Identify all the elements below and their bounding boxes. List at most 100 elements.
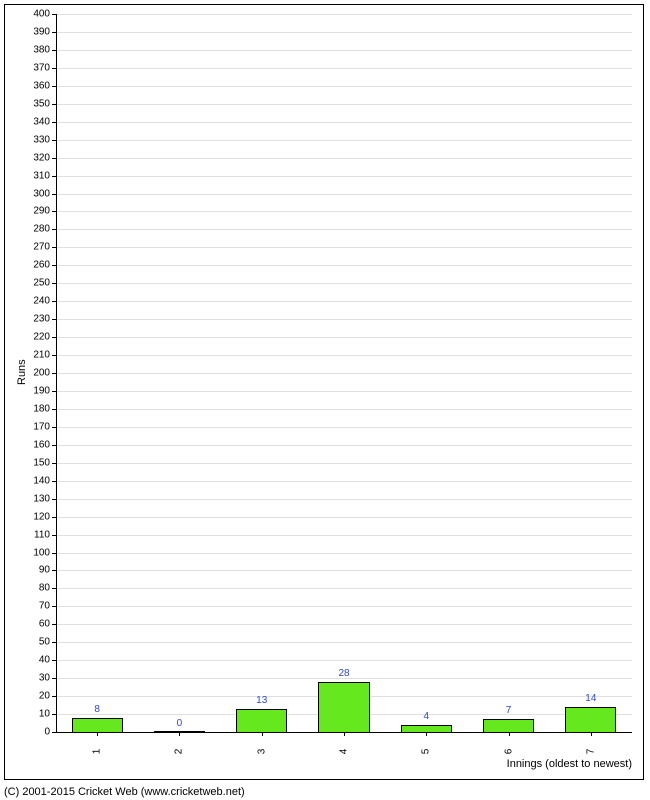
gridline (56, 32, 632, 33)
gridline (56, 517, 632, 518)
gridline (56, 194, 632, 195)
xtick-label: 2 (174, 749, 185, 755)
ytick-label: 320 (33, 152, 50, 163)
gridline (56, 14, 632, 15)
gridline (56, 283, 632, 284)
ytick-label: 190 (33, 385, 50, 396)
xtick-label: 1 (92, 749, 103, 755)
ytick-label: 330 (33, 134, 50, 145)
copyright-text: (C) 2001-2015 Cricket Web (www.cricketwe… (4, 786, 245, 798)
ytick-label: 60 (39, 619, 50, 630)
bar-value-label: 4 (424, 711, 430, 722)
gridline (56, 229, 632, 230)
ytick-label: 240 (33, 296, 50, 307)
ytick-label: 90 (39, 565, 50, 576)
ytick-label: 390 (33, 26, 50, 37)
xtick-label: 7 (585, 749, 596, 755)
gridline (56, 211, 632, 212)
gridline (56, 319, 632, 320)
ytick-label: 110 (34, 529, 50, 540)
gridline (56, 445, 632, 446)
x-axis-label: Innings (oldest to newest) (507, 758, 632, 770)
ytick-label: 310 (33, 170, 50, 181)
gridline (56, 660, 632, 661)
gridline (56, 301, 632, 302)
gridline (56, 570, 632, 571)
gridline (56, 104, 632, 105)
ytick-label: 0 (44, 727, 50, 738)
bar-value-label: 14 (585, 693, 596, 704)
ytick-label: 270 (33, 242, 50, 253)
ytick-label: 100 (33, 547, 50, 558)
ytick-label: 200 (33, 368, 50, 379)
ytick-label: 350 (33, 98, 50, 109)
bar-value-label: 0 (177, 718, 183, 729)
gridline (56, 373, 632, 374)
gridline (56, 624, 632, 625)
gridline (56, 158, 632, 159)
xtick-mark (509, 732, 510, 736)
xtick-label: 3 (256, 749, 267, 755)
ytick-label: 230 (33, 314, 50, 325)
ytick-label: 370 (33, 62, 50, 73)
gridline (56, 499, 632, 500)
xtick-mark (344, 732, 345, 736)
gridline (56, 481, 632, 482)
gridline (56, 391, 632, 392)
gridline (56, 50, 632, 51)
ytick-label: 250 (33, 278, 50, 289)
ytick-label: 140 (33, 475, 50, 486)
gridline (56, 535, 632, 536)
y-axis-label: Runs (16, 359, 28, 385)
ytick-label: 180 (33, 403, 50, 414)
bar (318, 682, 369, 732)
ytick-label: 260 (33, 260, 50, 271)
xtick-mark (97, 732, 98, 736)
bar (483, 719, 534, 732)
ytick-label: 30 (39, 673, 50, 684)
bar-value-label: 8 (94, 704, 100, 715)
gridline (56, 265, 632, 266)
ytick-label: 280 (33, 224, 50, 235)
xtick-mark (426, 732, 427, 736)
ytick-label: 20 (39, 691, 50, 702)
ytick-label: 160 (33, 439, 50, 450)
ytick-label: 210 (33, 350, 50, 361)
gridline (56, 553, 632, 554)
ytick-label: 130 (33, 493, 50, 504)
xtick-label: 6 (503, 749, 514, 755)
gridline (56, 122, 632, 123)
ytick-label: 10 (39, 709, 50, 720)
ytick-label: 290 (33, 206, 50, 217)
gridline (56, 427, 632, 428)
bar-value-label: 13 (256, 695, 267, 706)
ytick-label: 300 (33, 188, 50, 199)
ytick-label: 150 (33, 457, 50, 468)
ytick-label: 120 (33, 511, 50, 522)
gridline (56, 247, 632, 248)
chart-container: Runs Innings (oldest to newest) (C) 2001… (0, 0, 650, 800)
gridline (56, 355, 632, 356)
ytick-label: 50 (39, 637, 50, 648)
bar (72, 718, 123, 732)
xtick-label: 4 (339, 749, 350, 755)
xtick-mark (262, 732, 263, 736)
gridline (56, 463, 632, 464)
xtick-label: 5 (421, 749, 432, 755)
bar (565, 707, 616, 732)
gridline (56, 86, 632, 87)
y-axis (56, 14, 57, 732)
gridline (56, 140, 632, 141)
plot-area (56, 14, 632, 732)
ytick-label: 360 (33, 80, 50, 91)
gridline (56, 588, 632, 589)
ytick-label: 80 (39, 583, 50, 594)
ytick-label: 220 (33, 332, 50, 343)
gridline (56, 68, 632, 69)
gridline (56, 409, 632, 410)
bar (401, 725, 452, 732)
xtick-mark (179, 732, 180, 736)
gridline (56, 606, 632, 607)
ytick-label: 40 (39, 655, 50, 666)
gridline (56, 337, 632, 338)
